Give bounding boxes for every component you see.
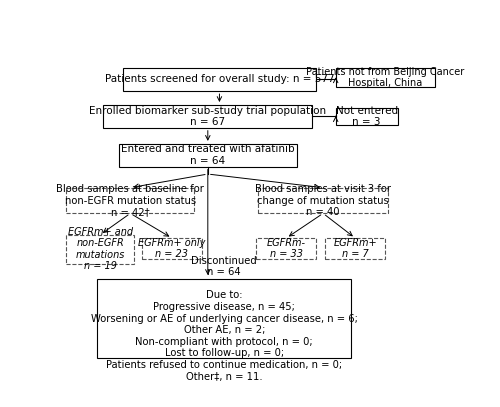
Text: Discontinued
n = 64

Due to:
Progressive disease, n = 45;
Worsening or AE of und: Discontinued n = 64 Due to: Progressive … — [91, 256, 357, 381]
Text: Not entered
n = 3: Not entered n = 3 — [336, 105, 398, 127]
Text: EGFRm+ and
non-EGFR
mutations
n = 19: EGFRm+ and non-EGFR mutations n = 19 — [68, 227, 133, 271]
Text: Patients not from Beijing Cancer
Hospital, China: Patients not from Beijing Cancer Hospita… — [306, 67, 464, 88]
FancyBboxPatch shape — [103, 105, 312, 128]
Text: Blood samples at baseline for
non-EGFR mutation status
n = 42†: Blood samples at baseline for non-EGFR m… — [56, 184, 204, 217]
Text: EGFRm+ only
n = 23: EGFRm+ only n = 23 — [138, 238, 205, 259]
Text: Blood samples at visit 3 for
change of mutation status
n = 40: Blood samples at visit 3 for change of m… — [255, 184, 391, 217]
Text: Entered and treated with afatinib
n = 64: Entered and treated with afatinib n = 64 — [121, 144, 294, 166]
FancyBboxPatch shape — [336, 68, 434, 88]
FancyBboxPatch shape — [142, 238, 202, 259]
FancyBboxPatch shape — [66, 188, 194, 213]
FancyBboxPatch shape — [256, 238, 316, 259]
FancyBboxPatch shape — [122, 68, 316, 91]
FancyBboxPatch shape — [336, 108, 398, 125]
FancyBboxPatch shape — [325, 238, 386, 259]
Text: Patients screened for overall study: n = 577: Patients screened for overall study: n =… — [104, 74, 334, 84]
Text: Enrolled biomarker sub-study trial population
n = 67: Enrolled biomarker sub-study trial popul… — [89, 105, 326, 127]
FancyBboxPatch shape — [118, 144, 297, 167]
FancyBboxPatch shape — [98, 278, 351, 359]
FancyBboxPatch shape — [258, 188, 388, 213]
Text: EGFRm-
n = 33: EGFRm- n = 33 — [267, 238, 306, 259]
FancyBboxPatch shape — [66, 235, 134, 263]
Text: EGFRm+
n = 7: EGFRm+ n = 7 — [334, 238, 377, 259]
